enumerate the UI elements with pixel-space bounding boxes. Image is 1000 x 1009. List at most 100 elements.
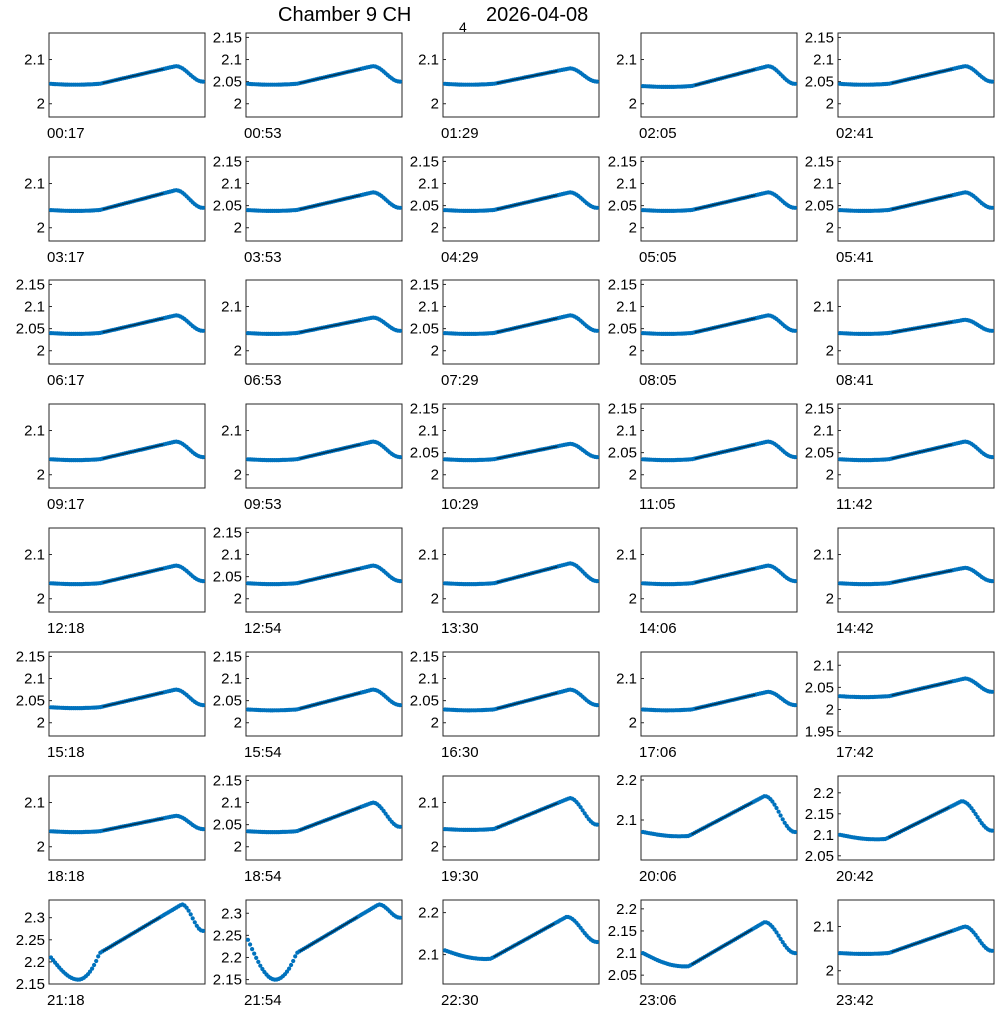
y-tick-label: 2.1 [813,52,834,69]
y-tick-label: 2.15 [805,153,834,170]
axes-box [48,403,206,489]
axes-box [48,527,206,613]
time-label: 12:18 [47,620,85,637]
y-tick-label: 2.2 [418,905,439,922]
y-tick-label: 2.1 [24,671,45,688]
y-tick-label: 2.05 [410,693,439,710]
time-label: 09:17 [47,496,85,513]
fit-line [299,443,361,460]
y-tick-label: 2 [234,220,242,237]
axes-box [48,775,206,861]
y-tick-label: 2.15 [16,976,45,993]
time-label: 06:53 [244,372,282,389]
chamber-subplot: 2 2.1 01:29 [418,32,600,142]
y-tick-label: 2 [826,220,834,237]
data-point [792,829,798,835]
chamber-subplot: 2 2.05 2.1 2.15 18:54 [213,772,403,885]
title-text: Chamber 9 CH [278,4,411,26]
data-point [397,579,403,584]
fit-line [891,321,953,334]
axes-box [640,899,798,985]
data-point [989,689,995,694]
fit-line [102,817,164,832]
data-point [973,811,978,817]
chamber-subplot: 2 2.05 2.1 2.15 15:54 [213,648,403,761]
y-tick-label: 2.05 [805,679,834,696]
axes-box [442,279,600,365]
data-point [989,828,995,833]
y-tick-label: 2 [629,715,637,732]
y-tick-label: 2.15 [608,276,637,293]
y-tick-label: 2.1 [813,827,834,844]
y-tick-label: 2.1 [813,176,834,193]
fit-line [496,802,558,829]
axes-box [837,156,995,242]
data-point [291,958,296,964]
data-point [200,928,206,934]
axes-box [245,32,403,118]
y-tick-label: 2.05 [16,321,45,338]
fit-line [493,922,555,958]
data-point [776,933,781,938]
y-tick-label: 2 [431,591,439,608]
data-point [792,455,798,460]
fit-line [691,928,753,966]
data-point [975,815,980,820]
y-tick-label: 2.05 [213,198,242,215]
y-tick-label: 2.15 [608,153,637,170]
data-point [397,824,403,829]
axes-box [837,899,995,985]
chamber-subplot: 2 2.1 08:41 [813,279,995,389]
time-label: 14:42 [836,620,874,637]
data-point [248,942,253,947]
y-tick-label: 2.15 [16,648,45,665]
y-tick-label: 2.1 [24,423,45,440]
y-tick-label: 2.3 [221,905,242,922]
data-point [780,817,785,822]
y-tick-label: 2 [826,467,834,484]
chamber-subplot: 1.95 2 2.05 2.1 17:42 [805,651,995,761]
data-point [293,954,298,959]
y-tick-label: 2.15 [213,524,242,541]
data-point [594,822,600,827]
y-tick-label: 2.1 [24,299,45,316]
y-tick-label: 2.1 [24,176,45,193]
y-tick-label: 2 [234,467,242,484]
axes-box [640,156,798,242]
data-point [594,79,600,84]
chamber-subplot: 2 2.1 17:06 [616,651,798,761]
chamber-subplot: 2 2.05 2.1 2.15 08:05 [608,276,798,389]
y-tick-label: 2.05 [410,321,439,338]
axes-box [640,651,798,737]
y-tick-label: 2 [37,467,45,484]
fit-line [299,567,361,584]
data-point [397,328,403,333]
y-tick-label: 2 [629,220,637,237]
y-tick-label: 2 [234,96,242,113]
time-label: 11:05 [639,496,675,513]
fit-line [102,916,161,952]
chamber-subplot: 2.1 2.2 20:06 [616,772,798,885]
data-point [594,939,600,945]
y-tick-label: 2.15 [213,772,242,789]
time-label: 11:42 [836,496,872,513]
time-label: 14:06 [639,620,677,637]
axes-box [640,403,798,489]
y-tick-label: 2.1 [418,52,439,69]
data-point [971,808,976,814]
figure-title: Chamber 9 CH 4 2026-04-08 [278,4,588,35]
data-point [92,962,97,968]
fit-line [691,801,753,836]
time-label: 15:18 [47,744,85,761]
data-point [594,205,600,210]
y-tick-label: 2.05 [608,321,637,338]
chamber-subplot: 2 2.05 2.1 2.15 11:42 [805,400,995,513]
y-tick-label: 2.15 [805,29,834,46]
time-label: 22:30 [441,992,479,1009]
y-tick-label: 2.1 [418,299,439,316]
y-tick-label: 2 [37,343,45,360]
chamber-subplot: 2 2.05 2.1 2.15 05:05 [608,153,798,266]
chamber-subplot: 2 2.05 2.1 2.15 12:54 [213,524,403,637]
data-point [200,455,206,460]
y-tick-label: 2.1 [418,947,439,964]
